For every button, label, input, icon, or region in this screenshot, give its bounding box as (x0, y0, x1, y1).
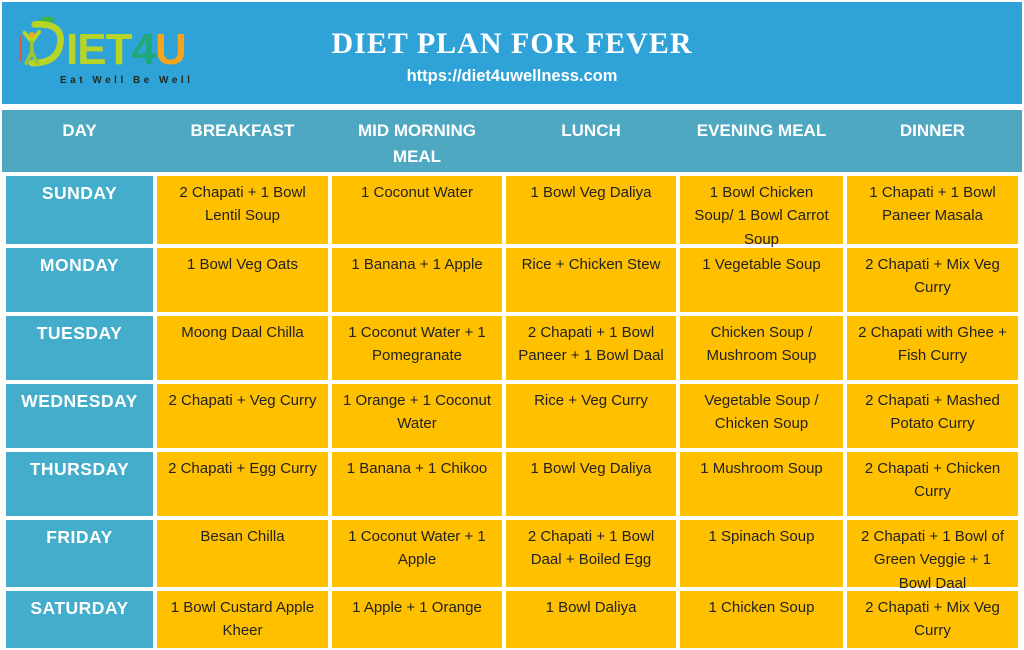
logo-main: IET4U (18, 16, 238, 74)
meal-cell-thursday-evening: 1 Mushroom Soup (680, 452, 843, 516)
meal-cell-thursday-mid-morning: 1 Banana + 1 Chikoo (332, 452, 502, 516)
meal-cell-monday-breakfast: 1 Bowl Veg Oats (157, 248, 328, 312)
logo-text-u: U (154, 25, 187, 74)
logo-tagline: Eat Well Be Well (60, 75, 194, 86)
meal-cell-sunday-lunch: 1 Bowl Veg Daliya (506, 176, 676, 244)
meal-cell-saturday-breakfast: 1 Bowl Custard Apple Kheer (157, 591, 328, 648)
meal-cell-thursday-dinner: 2 Chapati + Chicken Curry (847, 452, 1018, 516)
meal-cell-saturday-dinner: 2 Chapati + Mix Veg Curry (847, 591, 1018, 648)
meal-cell-friday-lunch: 2 Chapati + 1 Bowl Daal + Boiled Egg (506, 520, 676, 587)
logo-person-leaf-icon (18, 13, 66, 74)
meal-cell-friday-dinner: 2 Chapati + 1 Bowl of Green Veggie + 1 B… (847, 520, 1018, 592)
day-cell-monday: MONDAY (6, 248, 153, 312)
meal-cell-wednesday-breakfast: 2 Chapati + Veg Curry (157, 384, 328, 448)
column-header-breakfast: BREAKFAST (190, 121, 295, 140)
column-header-day: DAY (62, 121, 97, 140)
column-header-evening-meal: EVENING MEAL (696, 121, 827, 140)
meal-cell-tuesday-lunch: 2 Chapati + 1 Bowl Paneer + 1 Bowl Daal (506, 316, 676, 380)
page-title: DIET PLAN FOR FEVER (331, 26, 693, 60)
meal-cell-wednesday-mid-morning: 1 Orange + 1 Coconut Water (332, 384, 502, 448)
meal-cell-saturday-mid-morning: 1 Apple + 1 Orange (332, 591, 502, 648)
diet4u-logo: IET4U Eat Well Be Well (18, 16, 238, 86)
meal-cell-tuesday-evening: Chicken Soup / Mushroom Soup (680, 316, 843, 380)
meal-cell-wednesday-lunch: Rice + Veg Curry (506, 384, 676, 448)
meal-cell-monday-evening: 1 Vegetable Soup (680, 248, 843, 312)
meal-table-body: SUNDAY 2 Chapati + 1 Bowl Lentil Soup 1 … (2, 176, 1022, 648)
meal-cell-wednesday-evening: Vegetable Soup / Chicken Soup (680, 384, 843, 448)
day-cell-friday: FRIDAY (6, 520, 153, 587)
meal-cell-tuesday-dinner: 2 Chapati with Ghee + Fish Curry (847, 316, 1018, 380)
meal-cell-monday-dinner: 2 Chapati + Mix Veg Curry (847, 248, 1018, 312)
logo-text-4: 4 (131, 25, 156, 74)
day-cell-tuesday: TUESDAY (6, 316, 153, 380)
logo-text-iet: IET (66, 25, 132, 74)
meal-cell-friday-breakfast: Besan Chilla (157, 520, 328, 587)
meal-cell-friday-evening: 1 Spinach Soup (680, 520, 843, 587)
meal-cell-monday-lunch: Rice + Chicken Stew (506, 248, 676, 312)
meal-cell-tuesday-breakfast: Moong Daal Chilla (157, 316, 328, 380)
meal-cell-monday-mid-morning: 1 Banana + 1 Apple (332, 248, 502, 312)
column-header-mid-morning-meal: MID MORNING MEAL (357, 121, 477, 166)
meal-cell-saturday-lunch: 1 Bowl Daliya (506, 591, 676, 648)
website-url: https://diet4uwellness.com (406, 66, 618, 85)
meal-cell-wednesday-dinner: 2 Chapati + Mashed Potato Curry (847, 384, 1018, 448)
day-cell-sunday: SUNDAY (6, 176, 153, 244)
column-header-dinner: DINNER (899, 121, 966, 140)
table-header-row: DAY BREAKFAST MID MORNING MEAL LUNCH EVE… (2, 110, 1022, 172)
day-cell-thursday: THURSDAY (6, 452, 153, 516)
day-cell-saturday: SATURDAY (6, 591, 153, 648)
logo-wordmark: IET4U (66, 25, 187, 74)
meal-cell-tuesday-mid-morning: 1 Coconut Water + 1 Pomegranate (332, 316, 502, 380)
banner: IET4U Eat Well Be Well DIET PLAN FOR FEV… (2, 2, 1022, 104)
meal-cell-thursday-breakfast: 2 Chapati + Egg Curry (157, 452, 328, 516)
column-header-lunch: LUNCH (561, 121, 621, 140)
meal-cell-friday-mid-morning: 1 Coconut Water + 1 Apple (332, 520, 502, 587)
meal-cell-saturday-evening: 1 Chicken Soup (680, 591, 843, 648)
meal-cell-sunday-evening: 1 Bowl Chicken Soup/ 1 Bowl Carrot Soup (680, 176, 843, 248)
meal-cell-sunday-dinner: 1 Chapati + 1 Bowl Paneer Masala (847, 176, 1018, 244)
day-cell-wednesday: WEDNESDAY (6, 384, 153, 448)
meal-cell-sunday-mid-morning: 1 Coconut Water (332, 176, 502, 244)
meal-cell-sunday-breakfast: 2 Chapati + 1 Bowl Lentil Soup (157, 176, 328, 244)
meal-cell-thursday-lunch: 1 Bowl Veg Daliya (506, 452, 676, 516)
